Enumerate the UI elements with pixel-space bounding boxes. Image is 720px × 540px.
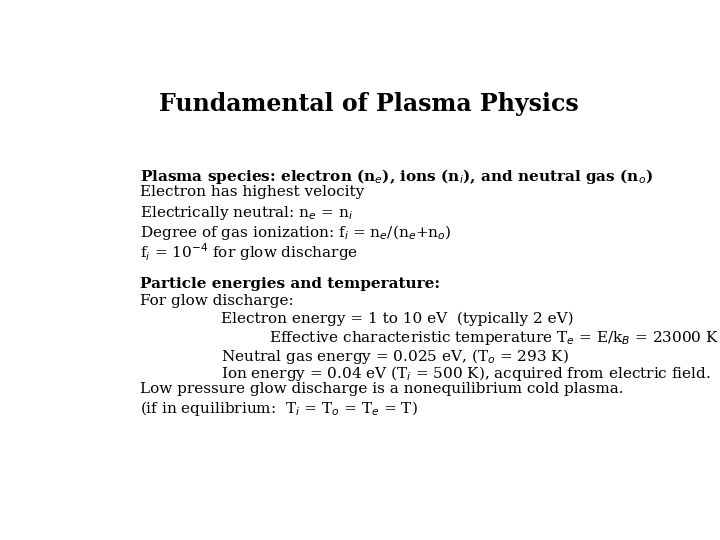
- Text: Degree of gas ionization: f$_i$ = n$_e$/(n$_e$+n$_o$): Degree of gas ionization: f$_i$ = n$_e$/…: [140, 223, 451, 242]
- Text: Electrically neutral: n$_e$ = n$_i$: Electrically neutral: n$_e$ = n$_i$: [140, 204, 354, 222]
- Text: (if in equilibrium:  T$_i$ = T$_o$ = T$_e$ = T): (if in equilibrium: T$_i$ = T$_o$ = T$_e…: [140, 399, 418, 418]
- Text: Electron energy = 1 to 10 eV  (typically 2 eV): Electron energy = 1 to 10 eV (typically …: [221, 312, 574, 326]
- Text: Effective characteristic temperature T$_e$ = E/k$_B$ = 23000 K: Effective characteristic temperature T$_…: [269, 329, 719, 347]
- Text: Ion energy = 0.04 eV (T$_i$ = 500 K), acquired from electric field.: Ion energy = 0.04 eV (T$_i$ = 500 K), ac…: [221, 364, 711, 383]
- Text: Electron has highest velocity: Electron has highest velocity: [140, 185, 364, 199]
- Text: Fundamental of Plasma Physics: Fundamental of Plasma Physics: [159, 92, 579, 116]
- Text: For glow discharge:: For glow discharge:: [140, 294, 294, 308]
- Text: f$_i$ = 10$^{-4}$ for glow discharge: f$_i$ = 10$^{-4}$ for glow discharge: [140, 241, 359, 263]
- Text: Particle energies and temperature:: Particle energies and temperature:: [140, 277, 440, 291]
- Text: Neutral gas energy = 0.025 eV, (T$_o$ = 293 K): Neutral gas energy = 0.025 eV, (T$_o$ = …: [221, 347, 569, 366]
- Text: Plasma species: electron (n$_e$), ions (n$_i$), and neutral gas (n$_o$): Plasma species: electron (n$_e$), ions (…: [140, 167, 653, 186]
- Text: Low pressure glow discharge is a nonequilibrium cold plasma.: Low pressure glow discharge is a nonequi…: [140, 382, 624, 396]
